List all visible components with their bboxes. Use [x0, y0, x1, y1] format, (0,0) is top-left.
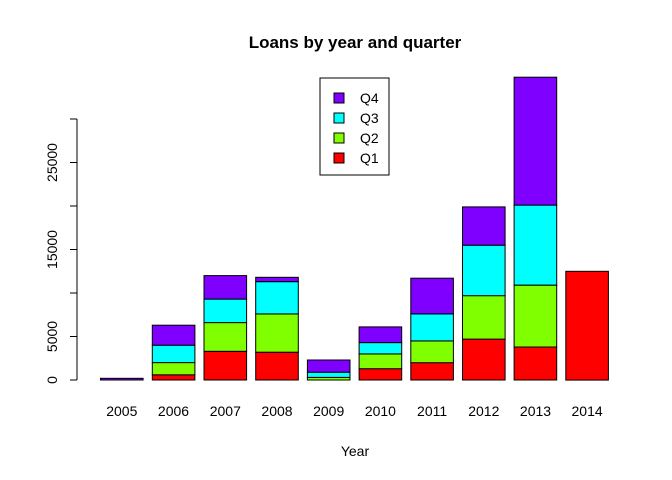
bar-2008-q2	[255, 313, 299, 353]
legend-swatch-q3	[333, 112, 345, 124]
legend-label-q1: Q1	[360, 150, 379, 166]
bars-group	[100, 76, 609, 381]
bar-2010-q3	[358, 342, 403, 355]
y-tick-label-0: 0	[44, 376, 60, 384]
bar-2010-q4	[358, 326, 403, 344]
legend-label-q3: Q3	[360, 110, 379, 126]
bar-2011-q4	[410, 277, 454, 315]
bar-2012-q1	[462, 338, 506, 381]
bar-2013-q3	[513, 204, 558, 286]
legend-swatch-q2	[333, 132, 345, 144]
x-tick-label-2007: 2007	[210, 403, 241, 419]
bar-2013-q4	[513, 76, 558, 206]
bar-2007-q1	[203, 350, 248, 381]
legend: Q4 Q3 Q2 Q1	[319, 77, 390, 176]
bar-2009-q4	[306, 359, 351, 373]
bar-2012-q4	[462, 206, 506, 246]
y-tick-label-5000: 5000	[44, 321, 60, 352]
bar-2010-q1	[358, 368, 403, 381]
bar-2007-q4	[203, 275, 248, 300]
x-axis-labels: 2005 2006 2007 2008 2009 2010 2011 2012 2013 2014	[106, 403, 603, 419]
bar-2013-q1	[513, 346, 558, 381]
bar-2006-q3	[151, 344, 196, 364]
bar-2006-q2	[151, 362, 196, 376]
x-tick-label-2014: 2014	[572, 403, 603, 419]
legend-label-q2: Q2	[360, 130, 379, 146]
y-tick-label-25000: 25000	[44, 143, 60, 182]
x-tick-label-2006: 2006	[158, 403, 189, 419]
bar-2007-q2	[203, 322, 248, 352]
bar-2007-q3	[203, 298, 248, 324]
bar-2006-q1	[151, 374, 196, 381]
x-tick-label-2012: 2012	[468, 403, 499, 419]
bar-2008-q3	[255, 281, 299, 315]
chart-title: Loans by year and quarter	[249, 33, 462, 52]
bar-2012-q3	[462, 244, 506, 297]
bar-2011-q3	[410, 313, 454, 342]
bar-2012-q2	[462, 295, 506, 340]
x-tick-label-2009: 2009	[313, 403, 344, 419]
bar-2008-q1	[255, 351, 299, 381]
bar-2010-q2	[358, 353, 403, 370]
bar-2011-q1	[410, 362, 454, 381]
y-axis: 0 5000 15000 25000	[44, 118, 78, 384]
bar-2014-q1	[565, 270, 609, 381]
bar-2009-q3	[306, 371, 351, 378]
x-axis-title: Year	[341, 443, 370, 459]
x-tick-label-2008: 2008	[261, 403, 292, 419]
x-tick-label-2010: 2010	[365, 403, 396, 419]
legend-swatch-q1	[333, 152, 345, 164]
bar-2008-q4	[255, 276, 299, 283]
bar-2013-q2	[513, 284, 558, 348]
bar-2005-q4	[100, 377, 144, 381]
legend-swatch-q4	[333, 92, 345, 104]
legend-box	[319, 77, 390, 176]
x-tick-label-2013: 2013	[520, 403, 551, 419]
legend-label-q4: Q4	[360, 90, 379, 106]
bar-2006-q4	[151, 324, 196, 346]
x-tick-label-2005: 2005	[106, 403, 137, 419]
bar-2011-q2	[410, 340, 454, 364]
x-tick-label-2011: 2011	[417, 403, 447, 419]
y-tick-label-15000: 15000	[44, 230, 60, 269]
